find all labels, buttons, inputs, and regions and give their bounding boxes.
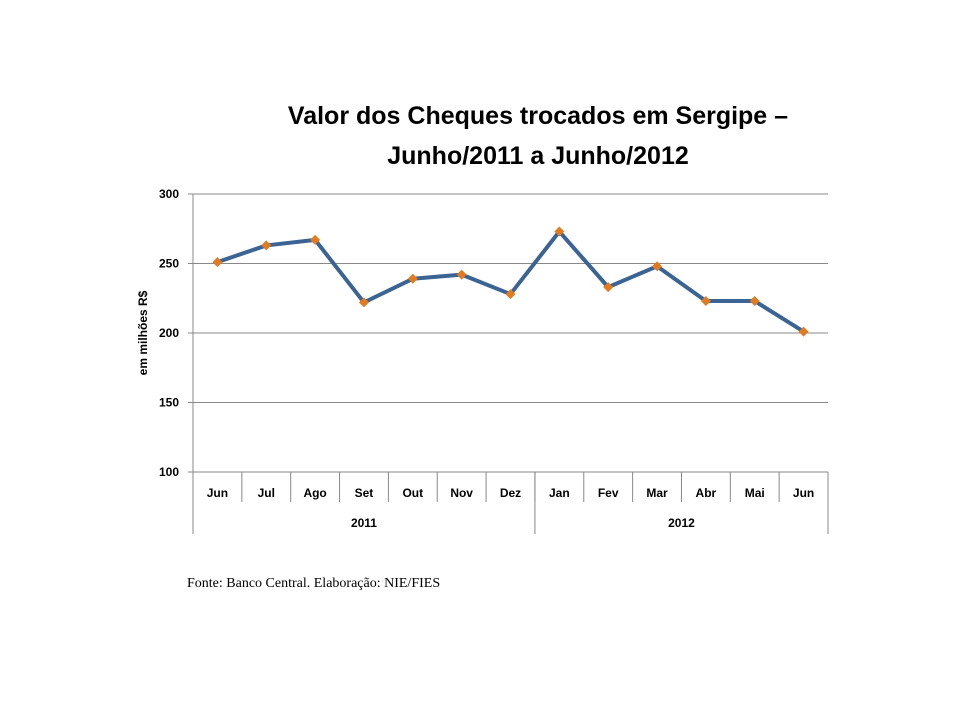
- chart-title: Valor dos Cheques trocados em Sergipe – …: [238, 96, 838, 176]
- group-label: 2012: [668, 516, 695, 530]
- y-tick-label: 300: [159, 187, 179, 201]
- x-tick-label: Jul: [258, 486, 275, 500]
- x-tick-label: Out: [402, 486, 423, 500]
- x-tick-label: Abr: [696, 486, 717, 500]
- data-point: [554, 226, 565, 237]
- y-tick-label: 100: [159, 465, 179, 479]
- x-tick-label: Dez: [500, 486, 521, 500]
- x-tick-label: Jun: [793, 486, 814, 500]
- group-label: 2011: [351, 516, 377, 530]
- data-point: [652, 261, 663, 272]
- source-note: Fonte: Banco Central. Elaboração: NIE/FI…: [187, 576, 441, 591]
- data-point: [700, 296, 711, 307]
- x-tick-label: Nov: [450, 486, 473, 500]
- x-tick-label: Jun: [207, 486, 228, 500]
- data-point: [407, 273, 418, 284]
- data-point: [603, 282, 614, 293]
- data-point: [505, 289, 516, 300]
- x-tick-label: Mai: [745, 486, 765, 500]
- data-point: [798, 326, 809, 337]
- y-tick-label: 250: [159, 257, 179, 271]
- chart-title-line2: Junho/2011 a Junho/2012: [387, 142, 689, 170]
- x-tick-label: Fev: [598, 486, 619, 500]
- data-point: [310, 234, 321, 245]
- y-tick-label: 200: [159, 326, 179, 340]
- data-point: [261, 240, 272, 251]
- y-tick-label: 150: [159, 396, 179, 410]
- x-tick-label: Mar: [646, 486, 668, 500]
- x-tick-label: Jan: [549, 486, 570, 500]
- chart-title-line1: Valor dos Cheques trocados em Sergipe –: [287, 102, 789, 130]
- series-line: [216, 229, 805, 334]
- y-axis-label: em milhões R$: [136, 290, 150, 375]
- x-tick-label: Set: [355, 486, 374, 500]
- data-point: [456, 269, 467, 280]
- data-point: [749, 296, 760, 307]
- data-point: [358, 297, 369, 308]
- data-point: [212, 257, 223, 268]
- x-tick-label: Ago: [303, 486, 326, 500]
